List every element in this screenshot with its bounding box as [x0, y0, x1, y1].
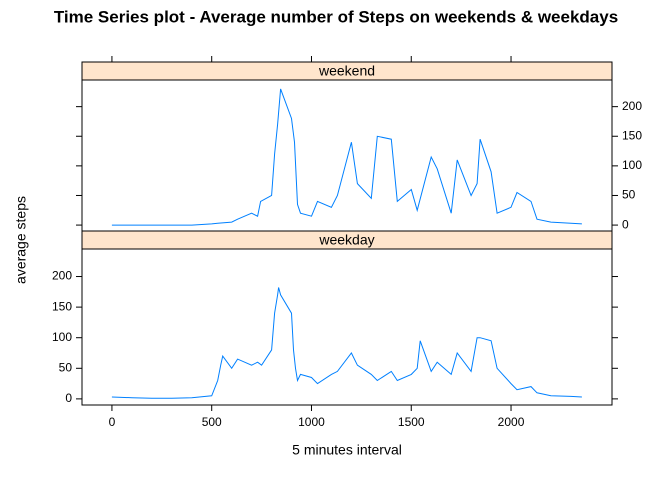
panel [81, 79, 613, 232]
x-tick-label: 1500 [398, 415, 425, 429]
y-tick-label: 150 [622, 128, 642, 142]
x-tick-label: 1000 [298, 415, 325, 429]
y-tick-label: 200 [52, 269, 72, 283]
y-tick-label: 200 [622, 99, 642, 113]
chart-title: Time Series plot - Average number of Ste… [54, 7, 618, 26]
data-line [111, 287, 582, 399]
x-tick-label: 500 [202, 415, 222, 429]
x-tick-label: 0 [109, 415, 116, 429]
x-tick-label: 2000 [498, 415, 525, 429]
x-axis-label: 5 minutes interval [292, 442, 402, 458]
data-line [111, 88, 582, 226]
y-axis-label: average steps [13, 196, 29, 284]
y-tick-label: 0 [65, 391, 72, 405]
y-tick-label: 100 [52, 330, 72, 344]
y-tick-label: 100 [622, 158, 642, 172]
y-tick-label: 50 [622, 188, 636, 202]
strip-label: weekday [318, 232, 374, 248]
y-tick-label: 50 [59, 360, 73, 374]
y-tick-label: 150 [52, 299, 72, 313]
y-tick-label: 0 [622, 217, 629, 231]
panel [81, 248, 613, 406]
strip-label: weekend [318, 63, 375, 79]
